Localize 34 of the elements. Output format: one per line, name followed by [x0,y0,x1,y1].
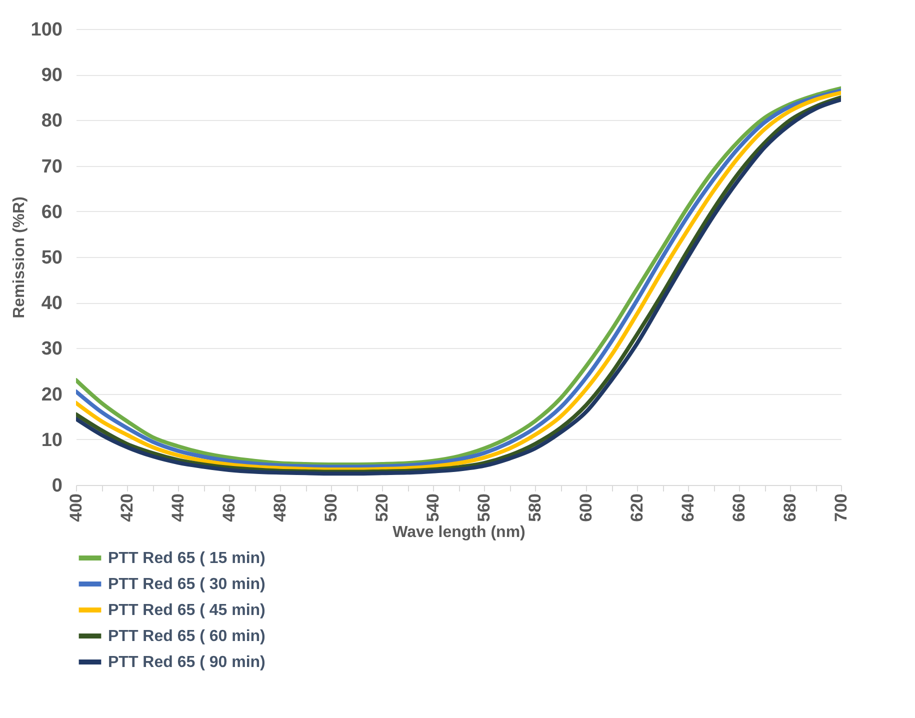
x-tick-label: 560 [474,494,494,522]
y-axis-title: Remission (%R) [10,196,28,318]
x-tick-label: 600 [576,494,596,522]
x-tick-label: 540 [424,494,442,522]
x-tick-label: 400 [66,494,86,522]
x-tick-label: 660 [730,494,748,522]
legend-label: PTT Red 65 ( 15 min) [108,550,266,567]
x-tick-label: 500 [322,494,340,522]
x-tick-label: 640 [678,494,698,522]
legend-label: PTT Red 65 ( 60 min) [108,628,266,645]
x-tick-label: 420 [118,494,136,522]
y-tick-label: 80 [41,110,62,132]
y-tick-label: 70 [41,156,62,178]
y-tick-label: 50 [41,248,62,268]
x-tick-label: 460 [220,494,238,522]
y-tick-label: 90 [41,65,62,86]
x-tick-label: 580 [526,494,544,522]
x-tick-label: 520 [372,494,392,522]
y-tick-label: 100 [30,20,62,40]
legend-label: PTT Red 65 ( 30 min) [108,576,266,593]
legend-label: PTT Red 65 ( 90 min) [108,654,266,671]
y-tick-label: 10 [41,430,62,451]
x-tick-label: 700 [832,494,850,522]
x-tick-label: 480 [270,494,290,522]
x-tick-label: 620 [628,494,646,522]
x-tick-label: 680 [780,494,800,522]
legend-label: PTT Red 65 ( 45 min) [108,602,266,619]
y-tick-label: 30 [41,338,62,360]
y-tick-label: 0 [52,476,62,496]
x-tick-label: 440 [168,494,188,522]
y-tick-label: 40 [41,293,62,314]
x-axis-title: Wave length (nm) [392,524,526,541]
y-tick-label: 60 [41,202,62,223]
y-tick-label: 20 [41,384,62,406]
